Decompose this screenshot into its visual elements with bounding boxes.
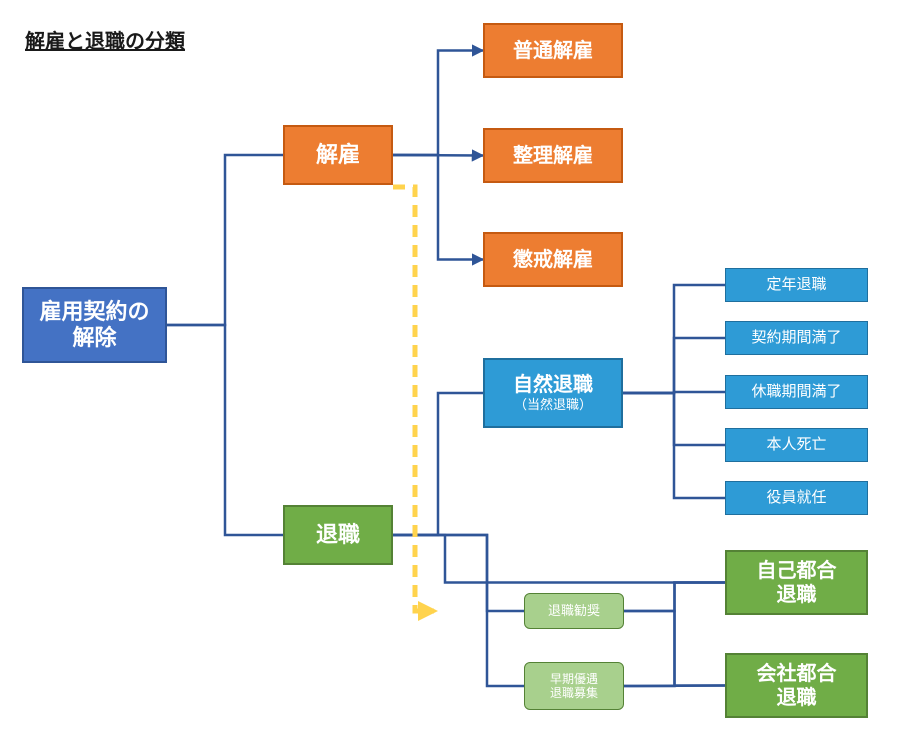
edge-shizen_main-kyushoku — [623, 392, 725, 393]
node-label: 自然退職 — [513, 373, 593, 397]
node-label: 懲戒解雇 — [513, 248, 593, 272]
node-label: 早期優遇 退職募集 — [550, 672, 598, 701]
node-sublabel: （当然退職） — [514, 397, 592, 413]
node-kansho: 退職勧奨 — [524, 593, 624, 629]
edge-shizen_main-yakuin — [623, 393, 725, 498]
node-label: 休職期間満了 — [751, 383, 841, 401]
edge-taishoku-jiko — [393, 535, 725, 583]
node-taishoku: 退職 — [283, 505, 393, 565]
node-teinen: 定年退職 — [725, 268, 868, 302]
node-label: 会社都合 退職 — [757, 662, 837, 710]
node-jiko: 自己都合 退職 — [725, 550, 868, 615]
edge-dashed-kaiko-to-kansho — [393, 187, 434, 611]
edge-taishoku-shizen_main — [393, 393, 483, 535]
node-label: 解雇 — [316, 142, 360, 168]
node-futsu: 普通解雇 — [483, 23, 623, 78]
edge-kansho-jiko — [624, 583, 725, 612]
node-label: 退職 — [316, 522, 360, 548]
node-shizen_main: 自然退職（当然退職） — [483, 358, 623, 428]
node-label: 普通解雇 — [513, 39, 593, 63]
edge-shizen_main-teinen — [623, 285, 725, 393]
node-label: 整理解雇 — [513, 144, 593, 168]
edge-taishoku-kansho — [393, 535, 524, 611]
node-honnin: 本人死亡 — [725, 428, 868, 462]
edge-kaiko-chokai — [393, 155, 483, 260]
connector-layer — [0, 0, 905, 744]
node-label: 役員就任 — [766, 489, 826, 507]
node-soki: 早期優遇 退職募集 — [524, 662, 624, 710]
node-label: 退職勧奨 — [548, 603, 600, 619]
edge-kansho-kaisha — [624, 611, 725, 686]
node-keiyaku: 契約期間満了 — [725, 321, 868, 355]
node-label: 雇用契約の 解除 — [39, 299, 149, 352]
node-seiri: 整理解雇 — [483, 128, 623, 183]
edge-soki-jiko — [624, 583, 725, 687]
edge-taishoku-soki — [393, 535, 524, 686]
node-kaiko: 解雇 — [283, 125, 393, 185]
diagram-title: 解雇と退職の分類 — [25, 25, 185, 54]
node-yakuin: 役員就任 — [725, 481, 868, 515]
node-chokai: 懲戒解雇 — [483, 232, 623, 287]
node-label: 本人死亡 — [766, 436, 826, 454]
diagram-canvas: { "canvas": { "width": 905, "height": 74… — [0, 0, 905, 744]
edge-shizen_main-keiyaku — [623, 338, 725, 393]
edge-root-taishoku — [167, 325, 283, 535]
edge-root-kaiko — [167, 155, 283, 325]
node-label: 定年退職 — [766, 276, 826, 294]
node-root: 雇用契約の 解除 — [22, 287, 167, 363]
node-kyushoku: 休職期間満了 — [725, 375, 868, 409]
edge-kaiko-seiri — [393, 155, 483, 156]
node-kaisha: 会社都合 退職 — [725, 653, 868, 718]
node-label: 契約期間満了 — [751, 329, 841, 347]
edge-shizen_main-honnin — [623, 393, 725, 445]
node-label: 自己都合 退職 — [757, 559, 837, 607]
edge-soki-kaisha — [624, 686, 725, 687]
edge-kaiko-futsu — [393, 51, 483, 156]
